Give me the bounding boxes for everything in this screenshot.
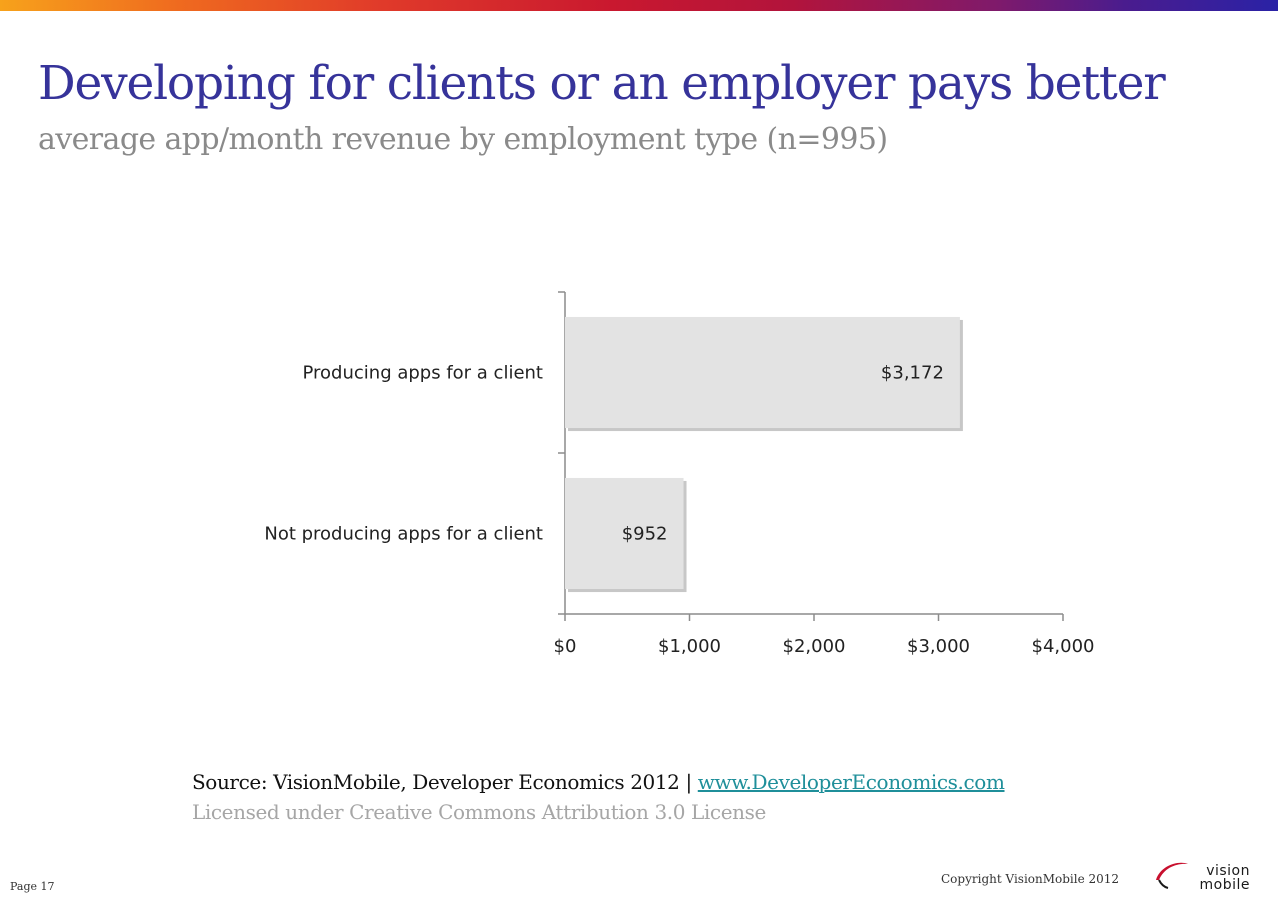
- logo-swoosh-icon: [1156, 862, 1188, 889]
- x-tick-label: $4,000: [1032, 636, 1095, 657]
- slide-subtitle: average app/month revenue by employment …: [38, 122, 888, 157]
- page-number: Page 17: [10, 880, 55, 893]
- source-line: Source: VisionMobile, Developer Economic…: [192, 770, 1005, 794]
- bar-not-producing-for-client: [565, 477, 684, 590]
- x-tick-label: $3,000: [907, 636, 970, 657]
- logo-text-mobile: mobile: [1199, 877, 1250, 893]
- source-link[interactable]: www.DeveloperEconomics.com: [697, 770, 1005, 794]
- copyright-text: Copyright VisionMobile 2012: [941, 872, 1120, 886]
- top-gradient-bar: [0, 0, 1278, 11]
- visionmobile-logo: vision mobile: [1150, 858, 1254, 896]
- x-tick-label: $2,000: [783, 636, 846, 657]
- logo-text-vision: vision: [1206, 863, 1250, 879]
- bar-producing-for-client: [565, 316, 960, 429]
- value-label: $952: [622, 524, 668, 545]
- slide-title: Developing for clients or an employer pa…: [38, 56, 1166, 111]
- category-label: Not producing apps for a client: [264, 524, 543, 545]
- x-tick-label: $0: [554, 636, 577, 657]
- x-tick-label: $1,000: [658, 636, 721, 657]
- license-text: Licensed under Creative Commons Attribut…: [192, 800, 766, 824]
- category-label: Producing apps for a client: [303, 363, 544, 384]
- source-text: Source: VisionMobile, Developer Economic…: [192, 770, 698, 794]
- value-label: $3,172: [881, 363, 944, 384]
